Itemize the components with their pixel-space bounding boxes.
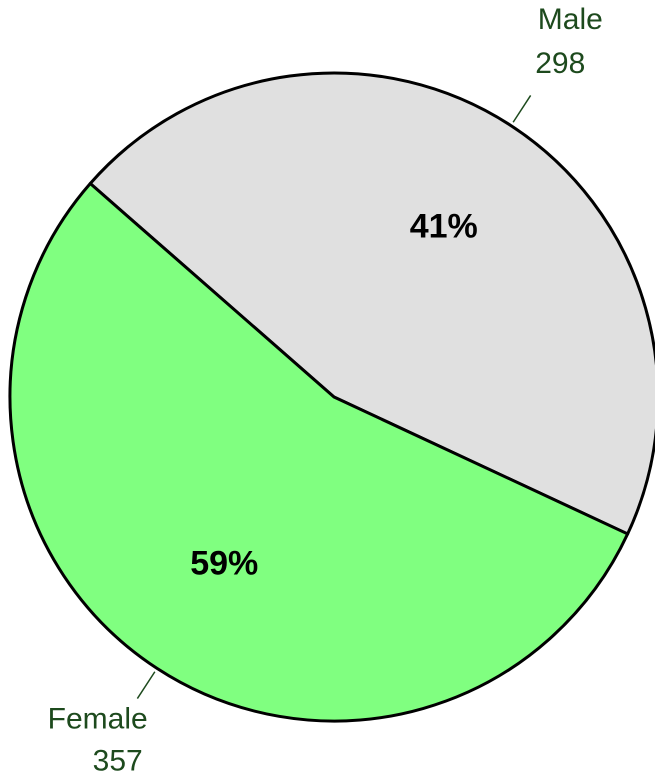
leader-line <box>136 671 156 699</box>
percent-label: 59% <box>190 544 258 582</box>
slice-label: Female <box>48 703 148 736</box>
percent-label: 41% <box>410 208 478 246</box>
pie-slice <box>88 71 655 536</box>
slice-label: Male <box>538 3 603 36</box>
leader-line <box>512 95 532 123</box>
slice-value: 298 <box>535 47 585 80</box>
pie-slice <box>8 182 630 723</box>
slice-value: 357 <box>93 745 143 778</box>
